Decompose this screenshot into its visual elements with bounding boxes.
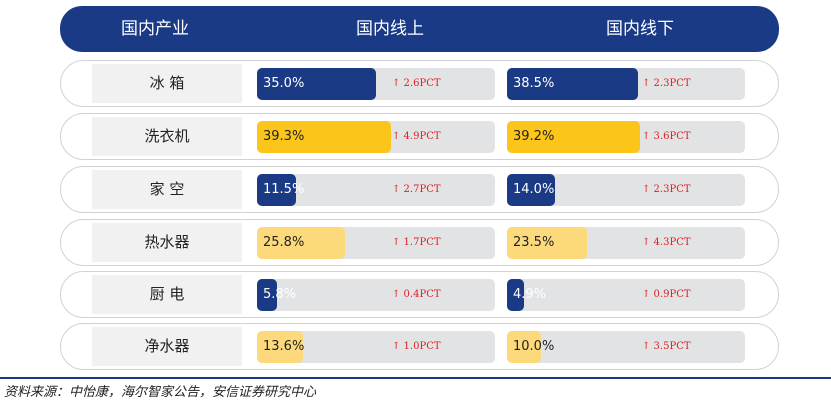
offline-bar-track: 39.2% ↑ 3.6PCT xyxy=(507,121,745,153)
offline-bar-track: 38.5% ↑ 2.3PCT xyxy=(507,68,745,100)
table-row: 洗衣机 39.3% ↑ 4.9PCT 39.2% ↑ 3.6PCT xyxy=(60,113,779,160)
online-bar-track: 39.3% ↑ 4.9PCT xyxy=(257,121,495,153)
online-bar-track: 5.8% ↑ 0.4PCT xyxy=(257,279,495,311)
offline-bar-track: 14.0% ↑ 2.3PCT xyxy=(507,174,745,206)
category-label: 厨 电 xyxy=(92,275,242,314)
category-label: 洗衣机 xyxy=(92,117,242,156)
offline-bar xyxy=(507,227,587,259)
offline-bar-track: 10.0% ↑ 3.5PCT xyxy=(507,331,745,363)
offline-bar xyxy=(507,331,541,363)
table-header: 国内产业 国内线上 国内线下 xyxy=(60,6,779,52)
offline-bar-track: 23.5% ↑ 4.3PCT xyxy=(507,227,745,259)
offline-bar xyxy=(507,121,641,153)
change-label: ↑ 2.7PCT xyxy=(392,184,441,195)
change-label: ↑ 4.3PCT xyxy=(642,237,691,248)
online-bar-track: 13.6% ↑ 1.0PCT xyxy=(257,331,495,363)
table-row: 冰 箱 35.0% ↑ 2.6PCT 38.5% ↑ 2.3PCT xyxy=(60,60,779,107)
bar-value-label: 11.5% xyxy=(263,182,305,197)
change-label: ↑ 1.0PCT xyxy=(392,341,441,352)
bar-value-label: 39.3% xyxy=(263,129,305,144)
source-note: 资料来源：中怡康，海尔智家公告，安信证券研究中心 xyxy=(4,385,317,400)
change-label: ↑ 0.9PCT xyxy=(642,289,691,300)
bar-value-label: 14.0% xyxy=(513,182,555,197)
bar-value-label: 35.0% xyxy=(263,76,305,91)
table-row: 净水器 13.6% ↑ 1.0PCT 10.0% ↑ 3.5PCT xyxy=(60,323,779,370)
offline-bar-track: 4.9% ↑ 0.9PCT xyxy=(507,279,745,311)
offline-bar xyxy=(507,279,524,311)
online-bar xyxy=(257,68,376,100)
online-bar xyxy=(257,331,304,363)
online-bar xyxy=(257,227,345,259)
change-label: ↑ 2.6PCT xyxy=(392,78,441,89)
bar-value-label: 23.5% xyxy=(513,235,555,250)
change-label: ↑ 3.5PCT xyxy=(642,341,691,352)
table-row: 厨 电 5.8% ↑ 0.4PCT 4.9% ↑ 0.9PCT xyxy=(60,271,779,318)
table-row: 热水器 25.8% ↑ 1.7PCT 23.5% ↑ 4.3PCT xyxy=(60,219,779,266)
category-label: 净水器 xyxy=(92,327,242,366)
category-label: 家 空 xyxy=(92,170,242,209)
change-label: ↑ 2.3PCT xyxy=(642,78,691,89)
online-bar-track: 25.8% ↑ 1.7PCT xyxy=(257,227,495,259)
table-row: 家 空 11.5% ↑ 2.7PCT 14.0% ↑ 2.3PCT xyxy=(60,166,779,213)
online-bar-track: 35.0% ↑ 2.6PCT xyxy=(257,68,495,100)
bar-value-label: 39.2% xyxy=(513,129,555,144)
bar-value-label: 10.0% xyxy=(513,339,555,354)
change-label: ↑ 3.6PCT xyxy=(642,131,691,142)
header-offline: 国内线下 xyxy=(606,19,674,39)
change-label: ↑ 1.7PCT xyxy=(392,237,441,248)
bar-value-label: 4.9% xyxy=(513,287,547,302)
footer-divider xyxy=(0,377,831,379)
online-bar xyxy=(257,279,277,311)
bar-value-label: 38.5% xyxy=(513,76,555,91)
change-label: ↑ 4.9PCT xyxy=(392,131,441,142)
bar-value-label: 5.8% xyxy=(263,287,297,302)
category-label: 冰 箱 xyxy=(92,64,242,103)
online-bar xyxy=(257,174,297,206)
online-bar-track: 11.5% ↑ 2.7PCT xyxy=(257,174,495,206)
change-label: ↑ 2.3PCT xyxy=(642,184,691,195)
bar-value-label: 13.6% xyxy=(263,339,305,354)
category-label: 热水器 xyxy=(92,223,242,262)
online-bar xyxy=(257,121,391,153)
bar-value-label: 25.8% xyxy=(263,235,305,250)
change-label: ↑ 0.4PCT xyxy=(392,289,441,300)
header-industry: 国内产业 xyxy=(121,19,189,39)
header-online: 国内线上 xyxy=(356,19,424,39)
offline-bar xyxy=(507,174,555,206)
offline-bar xyxy=(507,68,638,100)
